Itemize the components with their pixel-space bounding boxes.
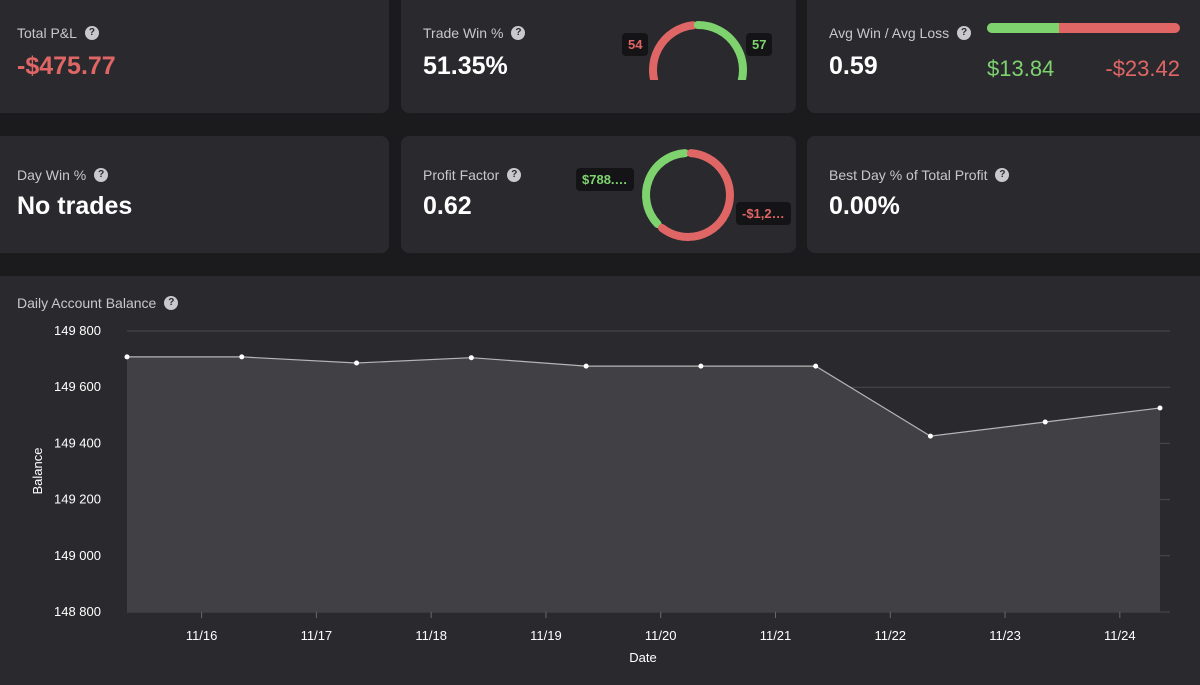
y-tick-label: 148 800: [54, 604, 101, 619]
x-tick-label: 11/16: [186, 628, 218, 643]
x-tick-label: 11/24: [1104, 628, 1136, 643]
avg-win-loss-value: 0.59: [829, 52, 878, 80]
trade-losses-badge: 54: [622, 33, 649, 56]
chart-title: Daily Account Balance: [17, 295, 157, 311]
balance-point[interactable]: [468, 355, 474, 361]
profit-factor-donut: [642, 149, 734, 241]
daily-balance-label-row: Daily Account Balance ?: [17, 295, 179, 311]
x-tick-label: 11/22: [874, 628, 906, 643]
day-win-label-row: Day Win % ?: [17, 167, 109, 183]
y-tick-label: 149 800: [54, 323, 101, 338]
best-day-value: 0.00%: [829, 192, 900, 220]
avg-win-loss-label-row: Avg Win / Avg Loss ?: [829, 25, 972, 41]
help-icon[interactable]: ?: [84, 26, 99, 40]
y-tick-label: 149 000: [54, 548, 101, 563]
daily-balance-chart[interactable]: 149 800 149 600 149 400 149 200 149 000 148 8…: [0, 276, 1200, 685]
gauge-losses-arc: [649, 21, 698, 80]
balance-point[interactable]: [124, 354, 130, 360]
avg-loss-amount: -$23.42: [1105, 56, 1180, 81]
avg-win-bar-fill: [987, 23, 1059, 33]
profit-factor-label: Profit Factor: [423, 167, 500, 183]
gauge-wins-arc: [693, 20, 747, 80]
balance-point[interactable]: [927, 433, 933, 439]
help-icon[interactable]: ?: [507, 168, 522, 182]
total-pnl-value: -$475.77: [17, 52, 116, 80]
balance-area: [127, 356, 1160, 612]
donut-loss-arc: [658, 149, 734, 241]
donut-profit-arc: [642, 149, 690, 229]
trade-win-card: Trade Win % ? 51.35% 54 57: [401, 0, 796, 113]
balance-point[interactable]: [698, 363, 704, 369]
best-day-label-row: Best Day % of Total Profit ?: [829, 167, 1010, 183]
y-axis-title: Balance: [30, 448, 45, 495]
gross-loss-badge: -$1,2…: [736, 202, 791, 225]
avg-win-loss-label: Avg Win / Avg Loss: [829, 25, 950, 41]
y-tick-label: 149 600: [54, 379, 101, 394]
profit-factor-label-row: Profit Factor ?: [423, 167, 522, 183]
y-tick-label: 149 200: [54, 492, 101, 507]
trade-win-label: Trade Win %: [423, 25, 504, 41]
x-tick-label: 11/23: [989, 628, 1021, 643]
total-pnl-card: Total P&L ? -$475.77: [0, 0, 389, 113]
avg-win-amount: $13.84: [987, 56, 1055, 81]
profit-factor-value: 0.62: [423, 192, 472, 220]
avg-win-loss-bar: [987, 23, 1180, 33]
balance-point[interactable]: [1157, 405, 1163, 411]
day-win-card: Day Win % ? No trades: [0, 136, 389, 253]
x-tick-label: 11/18: [415, 628, 447, 643]
best-day-card: Best Day % of Total Profit ? 0.00%: [807, 136, 1200, 253]
balance-line: [127, 356, 1161, 437]
balance-point[interactable]: [583, 363, 589, 369]
help-icon[interactable]: ?: [995, 168, 1010, 182]
total-pnl-label: Total P&L: [17, 25, 77, 41]
x-tick-label: 11/20: [645, 628, 677, 643]
day-win-label: Day Win %: [17, 167, 87, 183]
day-win-value: No trades: [17, 192, 133, 220]
balance-point[interactable]: [1042, 419, 1048, 425]
trade-wins-badge: 57: [746, 33, 773, 56]
y-tick-label: 149 400: [54, 435, 101, 450]
best-day-label: Best Day % of Total Profit: [829, 167, 988, 183]
profit-factor-card: Profit Factor ? 0.62 $788.… -$1,2…: [401, 136, 796, 253]
help-icon[interactable]: ?: [164, 296, 179, 310]
trade-win-value: 51.35%: [423, 52, 508, 80]
x-tick-label: 11/19: [530, 628, 562, 643]
x-axis-title: Date: [629, 650, 656, 665]
x-tick-label: 11/17: [301, 628, 333, 643]
help-icon[interactable]: ?: [94, 168, 109, 182]
avg-win-loss-card: Avg Win / Avg Loss ? 0.59 $13.84 -$23.42: [807, 0, 1200, 113]
balance-point[interactable]: [239, 354, 245, 360]
balance-point[interactable]: [354, 360, 360, 366]
balance-point[interactable]: [813, 363, 819, 369]
trade-win-label-row: Trade Win % ?: [423, 25, 526, 41]
trade-win-gauge: [649, 20, 747, 80]
x-tick-label: 11/21: [760, 628, 792, 643]
help-icon[interactable]: ?: [957, 26, 972, 40]
help-icon[interactable]: ?: [511, 26, 526, 40]
gross-profit-badge: $788.…: [576, 168, 634, 191]
total-pnl-label-row: Total P&L ?: [17, 25, 99, 41]
